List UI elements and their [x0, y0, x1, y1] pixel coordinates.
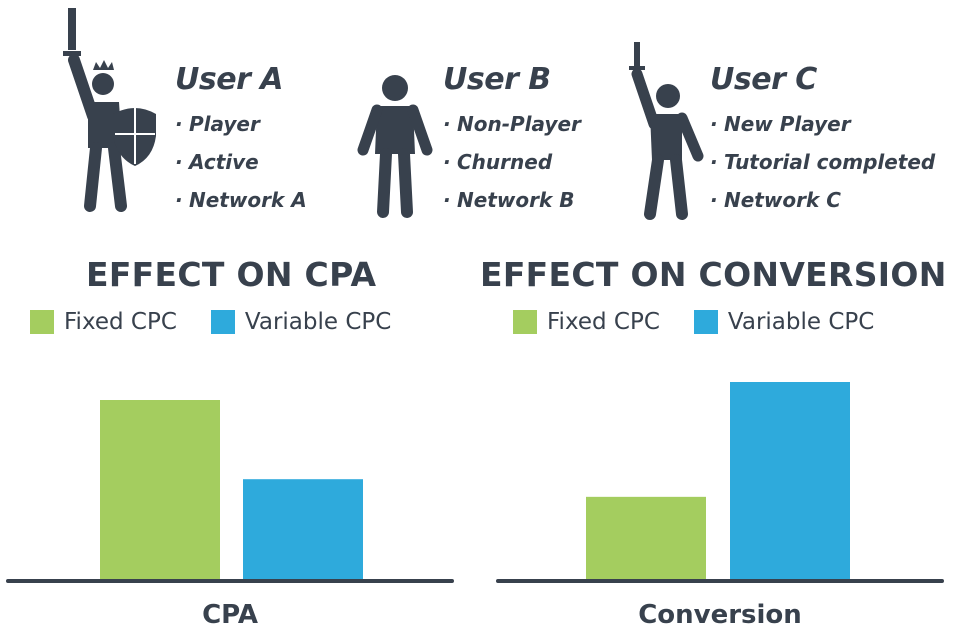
conversion-chart-title: EFFECT ON CONVERSION	[480, 255, 947, 294]
user-b-trait-2: · Churned	[443, 150, 553, 174]
bar-variable-cpc	[243, 479, 363, 580]
cpa-legend-variable-label: Variable CPC	[244, 309, 392, 335]
user-c-trait-1: · New Player	[710, 112, 851, 136]
bar-variable-cpc	[730, 382, 850, 580]
user-c-trait-2: · Tutorial completed	[710, 150, 936, 174]
variable-cpc-swatch	[210, 310, 235, 334]
user-b-trait-3: · Network B	[443, 188, 575, 212]
user-a-title: User A	[175, 62, 284, 97]
user-c-trait-3: · Network C	[710, 188, 841, 212]
user-b-trait-1: · Non-Player	[443, 112, 581, 136]
warrior-with-sword-and-shield-icon	[63, 8, 156, 212]
bar-fixed-cpc	[586, 496, 706, 580]
fixed-cpc-swatch	[30, 310, 54, 334]
conversion-legend-variable-label: Variable CPC	[727, 309, 875, 335]
user-a-trait-3: · Network A	[175, 188, 307, 212]
conversion-legend-fixed: Fixed CPC	[513, 309, 660, 335]
fixed-cpc-swatch	[513, 310, 537, 334]
person-raising-sword-icon	[629, 42, 704, 220]
standing-person-icon	[357, 75, 433, 218]
bar-fixed-cpc	[100, 400, 220, 580]
user-c-title: User C	[710, 62, 817, 97]
conversion-x-axis-label: Conversion	[638, 600, 802, 630]
conversion-bar-chart	[496, 382, 944, 583]
conversion-legend-fixed-label: Fixed CPC	[547, 309, 660, 335]
conversion-legend-variable: Variable CPC	[693, 309, 875, 335]
cpa-bar-chart	[6, 400, 454, 583]
cpa-legend-fixed-label: Fixed CPC	[64, 309, 177, 335]
cpa-chart-title: EFFECT ON CPA	[86, 255, 377, 294]
conversion-legend: Fixed CPC Variable CPC	[513, 309, 874, 335]
user-a-trait-1: · Player	[175, 112, 260, 136]
cpa-legend-fixed: Fixed CPC	[30, 309, 177, 335]
cpa-legend-variable: Variable CPC	[210, 309, 392, 335]
user-a-trait-2: · Active	[175, 150, 259, 174]
cpa-legend: Fixed CPC Variable CPC	[30, 309, 391, 335]
user-b-title: User B	[443, 62, 551, 97]
variable-cpc-swatch	[693, 310, 718, 334]
cpa-x-axis-label: CPA	[202, 600, 258, 630]
